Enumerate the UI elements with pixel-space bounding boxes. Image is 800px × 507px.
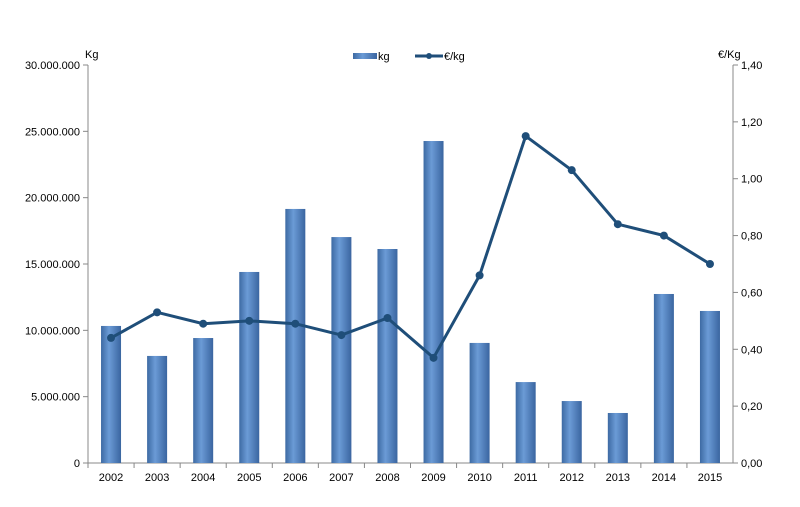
- x-tick-label: 2008: [375, 472, 399, 484]
- y2-tick-label: 0,60: [741, 287, 762, 299]
- point-2005: [245, 316, 254, 325]
- y-axis-label: Kg: [85, 49, 98, 61]
- x-tick-label: 2013: [606, 472, 630, 484]
- bar-2005: [239, 271, 260, 463]
- point-2007: [337, 331, 346, 340]
- x-tick-label: 2003: [145, 472, 169, 484]
- line-eur-kg: [110, 133, 711, 361]
- bar-2015: [699, 310, 720, 463]
- x-tick-label: 2015: [698, 472, 722, 484]
- legend-label-kg: kg: [378, 51, 390, 63]
- y-tick-label: 25.000.000: [25, 126, 80, 138]
- point-2003: [153, 308, 162, 317]
- point-2002: [107, 333, 116, 342]
- bar-2006: [285, 208, 306, 463]
- y-tick-label: 30.000.000: [25, 60, 80, 72]
- x-tick-label: 2002: [99, 472, 123, 484]
- bar-2014: [653, 293, 674, 463]
- point-2006: [291, 319, 300, 328]
- y2-tick-label: 1,20: [741, 117, 762, 129]
- y-tick-label: 5.000.000: [31, 392, 80, 404]
- x-tick-label: 2014: [652, 472, 676, 484]
- legend: kg €/kg: [353, 51, 465, 63]
- x-tick-label: 2007: [329, 472, 353, 484]
- point-2004: [199, 319, 208, 328]
- y2-tick-label: 0,80: [741, 231, 762, 243]
- bar-2008: [377, 249, 398, 463]
- y-tick-label: 10.000.000: [25, 325, 80, 337]
- point-2013: [613, 220, 622, 229]
- legend-bar-swatch: [353, 53, 377, 59]
- point-2012: [567, 166, 576, 175]
- y2-axis-label: €/Kg: [718, 49, 741, 61]
- point-2009: [429, 353, 438, 362]
- point-2010: [475, 271, 484, 280]
- x-tick-label: 2006: [283, 472, 307, 484]
- bar-2009: [423, 141, 444, 463]
- y-tick-label: 15.000.000: [25, 259, 80, 271]
- x-tick-label: 2010: [467, 472, 491, 484]
- y2-tick-label: 1,40: [741, 60, 762, 72]
- bar-2004: [193, 338, 214, 463]
- legend-label-eur: €/kg: [444, 51, 465, 63]
- y2-tick-label: 0,20: [741, 401, 762, 413]
- y2-tick-label: 1,00: [741, 174, 762, 186]
- point-2015: [705, 260, 714, 268]
- y-tick-label: 20.000.000: [25, 193, 80, 205]
- x-tick-label: 2009: [421, 472, 445, 484]
- bar-2012: [561, 401, 582, 463]
- x-tick-label: 2004: [191, 472, 215, 484]
- point-2011: [521, 132, 530, 141]
- x-tick-label: 2011: [514, 472, 538, 484]
- bar-2013: [607, 412, 628, 463]
- point-2014: [659, 231, 668, 240]
- x-tick-label: 2012: [560, 472, 584, 484]
- bar-2003: [147, 355, 168, 463]
- y2-tick-label: 0,00: [741, 458, 762, 470]
- bar-2010: [469, 342, 490, 463]
- x-tick-label: 2005: [237, 472, 261, 484]
- y-tick-label: 0: [74, 458, 80, 470]
- point-2008: [383, 314, 392, 323]
- bar-2011: [515, 382, 536, 463]
- y2-tick-label: 0,40: [741, 344, 762, 356]
- bar-2007: [331, 237, 352, 463]
- bar-2002: [101, 325, 122, 463]
